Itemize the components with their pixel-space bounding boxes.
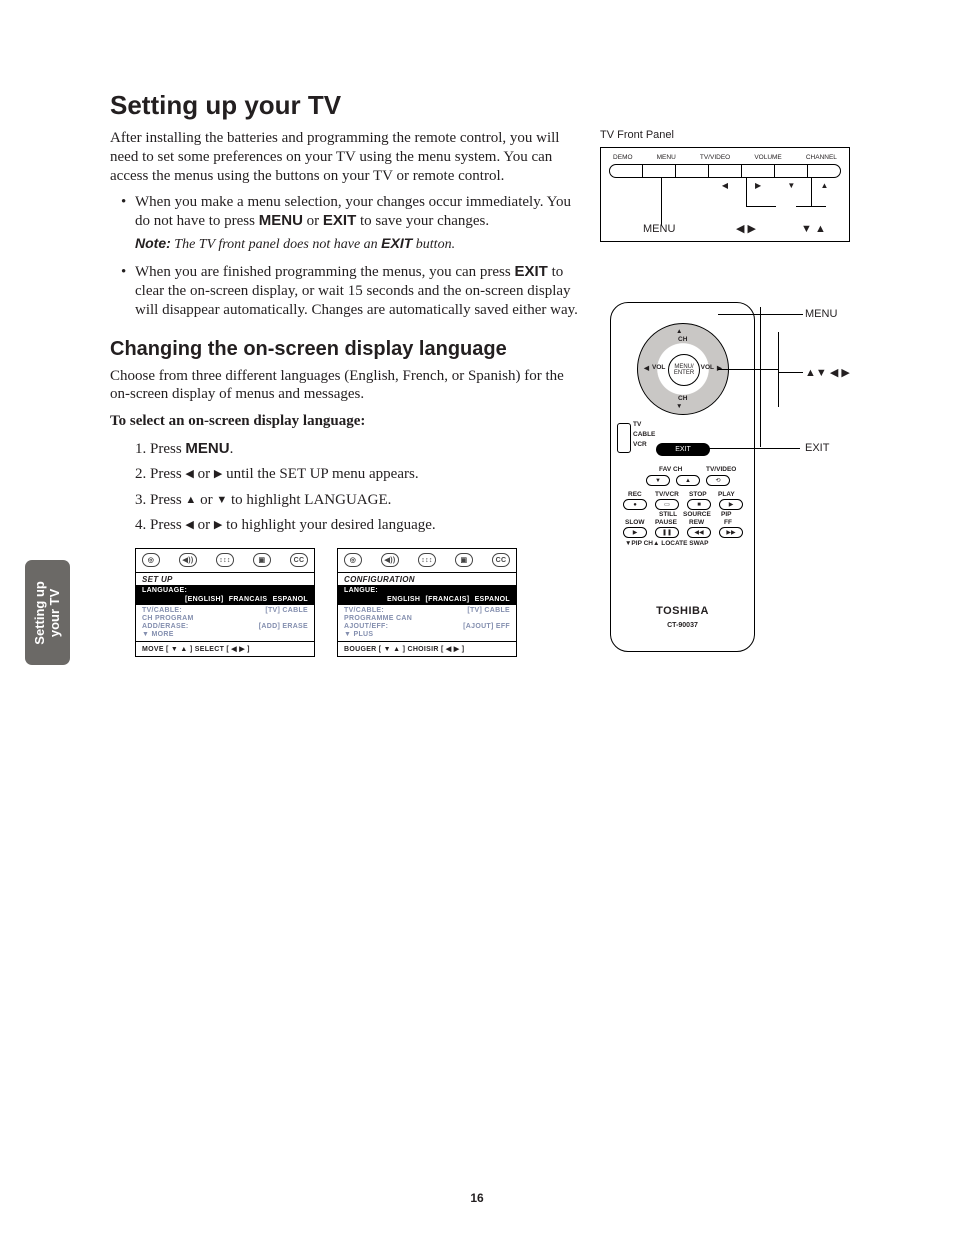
steps-list: Press MENU. Press ◀ or ▶ until the SET U… <box>110 439 585 536</box>
tv-icon: ▣ <box>253 553 271 567</box>
note-line: Note: The TV front panel does not have a… <box>135 235 585 254</box>
model-label: CT-90037 <box>611 622 754 629</box>
menu-enter-button: MENU/ ENTER <box>668 354 700 386</box>
page-content: Setting up your TV After installing the … <box>110 90 850 662</box>
steps-heading: To select an on-screen display language: <box>110 412 585 431</box>
osd-title: CONFIGURATION <box>338 573 516 585</box>
side-tab-l1: Setting up <box>32 581 47 645</box>
picture-icon: ◎ <box>344 553 362 567</box>
osd-lang-label: LANGUE: <box>338 585 516 596</box>
osd-row: ◎ ◀)) ↕↕↕ ▣ CC SET UP LANGUAGE: [ENGLISH… <box>110 548 585 657</box>
exit-button: EXIT <box>656 443 710 456</box>
callout-arrows: ▲▼ ◀ ▶ <box>805 366 850 379</box>
osd-lang-label: LANGUAGE: <box>136 585 314 596</box>
right-column: TV Front Panel DEMO MENU TV/VIDEO VOLUME… <box>600 129 850 662</box>
step-2: Press ◀ or ▶ until the SET UP menu appea… <box>150 465 585 485</box>
osd-icon-row: ◎ ◀)) ↕↕↕ ▣ CC <box>136 549 314 573</box>
mode-switch <box>617 423 631 453</box>
osd-english: ◎ ◀)) ↕↕↕ ▣ CC SET UP LANGUAGE: [ENGLISH… <box>135 548 315 657</box>
picture-icon: ◎ <box>142 553 160 567</box>
osd-icon-row: ◎ ◀)) ↕↕↕ ▣ CC <box>338 549 516 573</box>
osd-french: ◎ ◀)) ↕↕↕ ▣ CC CONFIGURATION LANGUE: ENG… <box>337 548 517 657</box>
speaker-icon: ◀)) <box>381 553 399 567</box>
front-panel-diagram: DEMO MENU TV/VIDEO VOLUME CHANNEL ◀ ▶ ▼ … <box>600 147 850 242</box>
osd-body: TV/CABLE:[TV] CABLE CH PROGRAM ADD/ERASE… <box>136 605 314 641</box>
osd-foot: BOUGER [ ▼ ▲ ] CHOISIR [ ◀ ▶ ] <box>338 641 516 656</box>
tv-icon: ▣ <box>455 553 473 567</box>
page-number: 16 <box>0 1191 954 1205</box>
cc-icon: CC <box>290 553 308 567</box>
remote-diagram: MENU/ ENTER ▲ CH CH ▼ ◀ VOL VOL ▶ TV CAB… <box>600 302 850 662</box>
left-column: After installing the batteries and progr… <box>110 129 585 657</box>
osd-lang-opts: [ENGLISH] FRANCAIS ESPANOL <box>136 596 314 605</box>
section-paragraph: Choose from three different languages (E… <box>110 367 585 405</box>
bullet-1: When you make a menu selection, your cha… <box>135 193 585 253</box>
page-title: Setting up your TV <box>110 90 850 121</box>
side-tab-l2: your TV <box>47 588 62 636</box>
step-1: Press MENU. <box>150 439 585 460</box>
osd-lang-opts: ENGLISH [FRANCAIS] ESPANOL <box>338 596 516 605</box>
cc-icon: CC <box>492 553 510 567</box>
section-heading: Changing the on-screen display language <box>110 338 585 361</box>
side-tab: Setting up your TV <box>25 560 70 665</box>
step-4: Press ◀ or ▶ to highlight your desired l… <box>150 516 585 536</box>
bullet-2: When you are finished programming the me… <box>135 263 585 319</box>
osd-body: TV/CABLE:[TV] CABLE PROGRAMME CAN AJOUT/… <box>338 605 516 641</box>
osd-title: SET UP <box>136 573 314 585</box>
intro-paragraph: After installing the batteries and progr… <box>110 129 585 185</box>
callout-menu: MENU <box>805 308 837 320</box>
dpad: MENU/ ENTER ▲ CH CH ▼ ◀ VOL VOL ▶ <box>637 323 729 415</box>
arrows-label: ◀ ▶ <box>736 222 756 235</box>
step-3: Press ▲ or ▼ to highlight LANGUAGE. <box>150 491 585 511</box>
arrows-label-2: ▼ ▲ <box>801 223 826 235</box>
sliders-icon: ↕↕↕ <box>216 553 234 567</box>
sliders-icon: ↕↕↕ <box>418 553 436 567</box>
front-panel-caption: TV Front Panel <box>600 129 850 141</box>
callout-exit: EXIT <box>805 442 829 454</box>
osd-foot: MOVE [ ▼ ▲ ] SELECT [ ◀ ▶ ] <box>136 641 314 656</box>
brand-label: TOSHIBA <box>611 605 754 617</box>
speaker-icon: ◀)) <box>179 553 197 567</box>
menu-label: MENU <box>643 223 675 235</box>
bullet-list: When you make a menu selection, your cha… <box>110 193 585 319</box>
